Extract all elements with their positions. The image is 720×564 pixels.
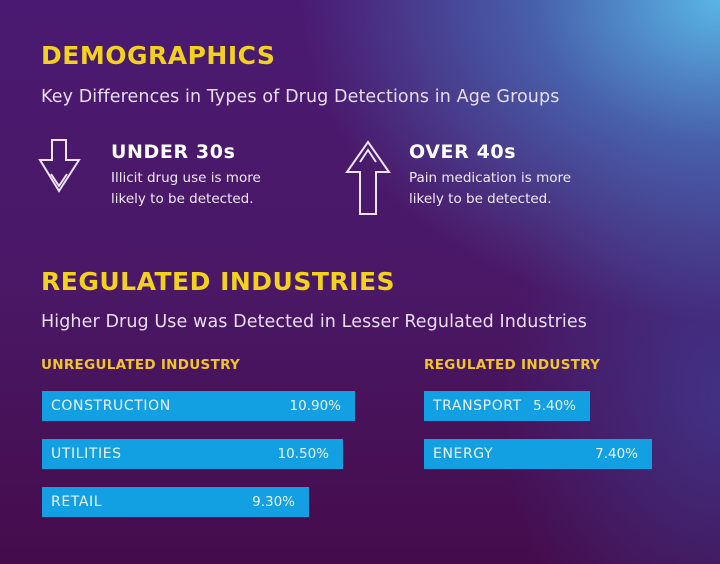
bar-label: TRANSPORT <box>433 398 522 414</box>
bar-value-label: 10.50% <box>277 446 329 462</box>
industries-subtitle: Higher Drug Use was Detected in Lesser R… <box>41 312 587 332</box>
bar-label: RETAIL <box>51 494 103 510</box>
bar-label: UTILITIES <box>51 446 122 462</box>
bar-utilities: UTILITIES 10.50% <box>42 439 343 469</box>
bar-retail: RETAIL 9.30% <box>42 487 309 517</box>
demographics-subtitle: Key Differences in Types of Drug Detecti… <box>41 87 560 107</box>
over-40s-description-line2: likely to be detected. <box>409 191 552 207</box>
bar-transport: TRANSPORT 5.40% <box>424 391 590 421</box>
arrow-up-icon <box>345 140 391 216</box>
under-30s-description-line1: Illicit drug use is more <box>111 170 261 186</box>
demographics-title: DEMOGRAPHICS <box>41 41 276 70</box>
bar-construction: CONSTRUCTION 10.90% <box>42 391 355 421</box>
bar-value-label: 10.90% <box>289 398 341 414</box>
under-30s-title: UNDER 30s <box>111 141 236 163</box>
unregulated-industry-heading: UNREGULATED INDUSTRY <box>41 357 241 373</box>
arrow-down-icon <box>38 138 82 194</box>
over-40s-title: OVER 40s <box>409 141 517 163</box>
regulated-industry-heading: REGULATED INDUSTRY <box>424 357 601 373</box>
under-30s-description-line2: likely to be detected. <box>111 191 254 207</box>
over-40s-description-line1: Pain medication is more <box>409 170 572 186</box>
bar-label: ENERGY <box>433 446 494 462</box>
bar-value-label: 9.30% <box>252 494 295 510</box>
bar-energy: ENERGY 7.40% <box>424 439 652 469</box>
bar-value-label: 5.40% <box>533 398 576 414</box>
bar-value-label: 7.40% <box>595 446 638 462</box>
industries-title: REGULATED INDUSTRIES <box>41 267 396 296</box>
bar-label: CONSTRUCTION <box>51 398 171 414</box>
